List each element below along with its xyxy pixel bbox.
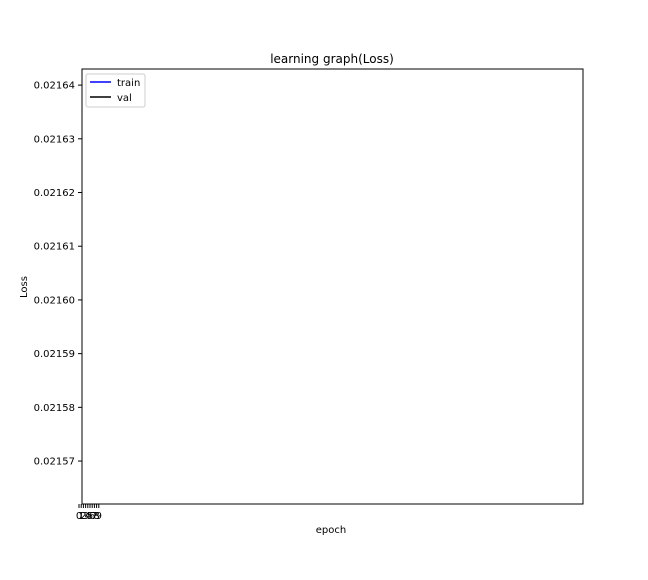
- y-axis-label: Loss: [19, 276, 30, 298]
- x-axis-label: epoch: [316, 525, 346, 536]
- y-tick-label: 0.02158: [34, 403, 75, 414]
- x-tick-label: 3: [82, 511, 88, 522]
- x-tick-label: 6: [89, 511, 95, 522]
- y-tick-label: 0.02163: [34, 134, 75, 145]
- y-tick-label: 0.02164: [34, 81, 75, 92]
- y-tick-label: 0.02160: [34, 295, 75, 306]
- legend: train val: [85, 73, 146, 108]
- y-tick-label: 0.02157: [34, 457, 75, 468]
- x-tick-label: 7: [91, 511, 97, 522]
- plot-frame: [81, 68, 584, 505]
- legend-train-label: train: [117, 78, 140, 89]
- x-tick-label: 5: [87, 511, 93, 522]
- x-tick-label: 1: [78, 511, 84, 522]
- x-tick-label: 8: [93, 511, 99, 522]
- legend-val-label: val: [117, 93, 132, 104]
- x-tick-label: 4: [85, 511, 91, 522]
- chart-title: learning graph(Loss): [270, 52, 394, 66]
- x-tick-label: 0: [76, 511, 82, 522]
- y-tick-label: 0.02161: [34, 242, 75, 253]
- x-tick-label: 2: [80, 511, 86, 522]
- y-tick-label: 0.02159: [34, 349, 75, 360]
- y-tick-label: 0.02162: [34, 188, 75, 199]
- x-tick-label: 9: [96, 511, 102, 522]
- y-axis-ticks: 0.02157 0.02158 0.02159 0.02160 0.02161 0.021…: [34, 81, 82, 468]
